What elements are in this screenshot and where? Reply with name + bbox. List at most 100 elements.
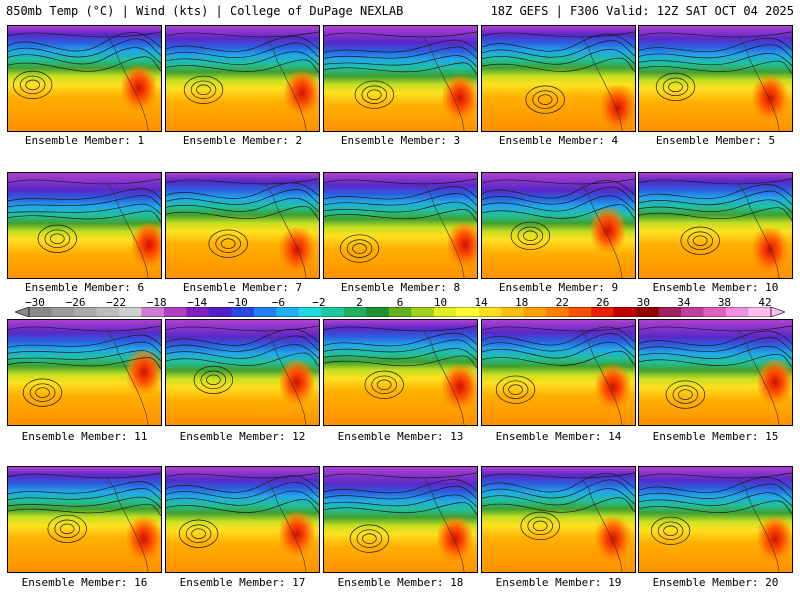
colorbar-swatch [456,307,480,317]
heat-region [127,517,161,561]
heat-region [443,76,477,120]
colorbar-tick: 10 [433,296,448,309]
wind-contours [639,178,792,278]
ensemble-member-label: Ensemble Member: 4 [498,134,619,147]
wind-contours [324,31,477,131]
ensemble-member-map-5 [638,25,793,132]
heat-region [122,66,156,110]
colorbar-tick: 14 [474,296,488,309]
colorbar-tick: 34 [677,296,691,309]
colorbar-tick: −22 [106,296,127,309]
wind-contours [324,472,477,572]
wind-contours [166,325,319,425]
ensemble-member-map-4 [481,25,636,132]
ensemble-member-map-1 [7,25,162,132]
wind-contours [482,325,635,425]
ensemble-member-label: Ensemble Member: 17 [179,576,306,589]
wind-contours [639,325,792,425]
wind-contours [166,472,319,572]
ensemble-member-label: Ensemble Member: 15 [652,430,779,443]
colorbar-swatch [231,307,255,317]
colorbar-tick: 30 [636,296,650,309]
colorbar-tick: 2 [356,296,363,309]
colorbar-swatch [186,307,210,317]
ensemble-member-label: Ensemble Member: 18 [337,576,464,589]
colorbar-tick: 38 [717,296,732,309]
heat-region [127,350,161,394]
ensemble-member-map-9 [481,172,636,279]
ensemble-member-map-3 [323,25,478,132]
colorbar-swatch [478,307,502,317]
wind-contours [482,472,635,572]
colorbar-tick: −26 [65,296,86,309]
ensemble-member-map-20 [638,466,793,573]
ensemble-member-map-11 [7,319,162,426]
colorbar-swatch [748,307,772,317]
ensemble-member-label: Ensemble Member: 9 [498,281,619,294]
colorbar-swatch [636,307,659,317]
wind-contours [8,178,161,278]
ensemble-member-map-16 [7,466,162,573]
colorbar-swatch [523,307,547,317]
heat-region [132,223,161,267]
colorbar-swatch [73,307,97,317]
heat-region [758,517,792,561]
colorbar-swatch [366,307,390,317]
heat-region [601,86,635,130]
wind-contours [482,31,635,131]
ensemble-member-label: Ensemble Member: 1 [24,134,145,147]
heat-region [280,228,314,272]
wind-contours [324,325,477,425]
colorbar-swatch [51,307,75,317]
colorbar-swatch [141,307,165,317]
heat-region [443,365,477,409]
colorbar-swatch [681,307,704,317]
ensemble-member-label: Ensemble Member: 13 [337,430,464,443]
colorbar-swatch [613,307,637,317]
colorbar-tick: −10 [227,296,248,309]
colorbar-max-arrow [770,307,785,317]
colorbar-swatch [253,307,277,317]
colorbar-swatch [411,307,435,317]
colorbar-swatch [298,307,322,317]
ensemble-member-label: Ensemble Member: 19 [495,576,622,589]
heat-region [591,208,625,252]
ensemble-member-label: Ensemble Member: 8 [340,281,461,294]
ensemble-member-map-2 [165,25,320,132]
colorbar-swatch [433,307,457,317]
wind-contours [324,178,477,278]
ensemble-member-label: Ensemble Member: 2 [182,134,303,147]
colorbar-swatch [276,307,300,317]
colorbar-swatch [208,307,232,317]
ensemble-member-label: Ensemble Member: 7 [182,281,303,294]
heat-region [280,360,314,404]
ensemble-member-label: Ensemble Member: 3 [340,134,461,147]
ensemble-member-label: Ensemble Member: 16 [21,576,148,589]
heat-region [285,71,319,115]
colorbar-swatch [546,307,570,317]
heat-region [438,517,472,561]
ensemble-member-map-8 [323,172,478,279]
colorbar-swatch [321,307,345,317]
wind-contours [482,178,635,278]
colorbar-swatch [591,307,615,317]
colorbar-tick: 6 [396,296,404,309]
temperature-colorbar [15,307,785,317]
colorbar-swatch [726,307,749,317]
colorbar-swatch [388,307,412,317]
colorbar-tick: 18 [515,296,529,309]
ensemble-member-label: Ensemble Member: 10 [652,281,779,294]
wind-contours [8,325,161,425]
colorbar-swatch [29,307,52,317]
ensemble-member-map-14 [481,319,636,426]
colorbar-tick: 22 [555,296,569,309]
heat-region [596,365,630,409]
colorbar-tick: 42 [758,296,772,309]
ensemble-member-map-17 [165,466,320,573]
ensemble-member-map-13 [323,319,478,426]
ensemble-member-map-15 [638,319,793,426]
wind-contours [639,31,792,131]
ensemble-member-label: Ensemble Member: 20 [652,576,779,589]
colorbar-swatch [703,307,727,317]
colorbar-swatch [658,307,682,317]
